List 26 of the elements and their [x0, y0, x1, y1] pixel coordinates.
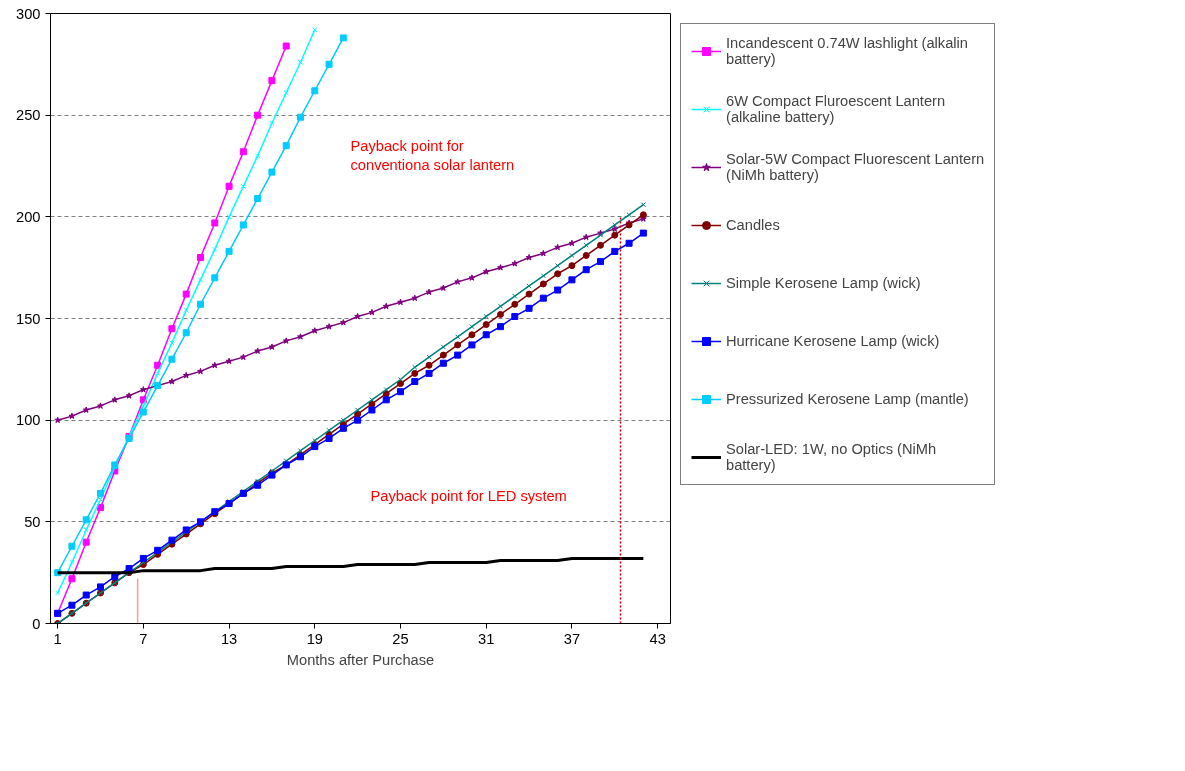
legend-label: Pressurized Kerosene Lamp (mantle) — [726, 390, 969, 409]
x-tick-label: 1 — [53, 630, 62, 647]
annotation: Payback point for LED system — [370, 487, 567, 504]
x-tick-label: 13 — [220, 630, 238, 647]
x-tick-label: 25 — [392, 630, 409, 647]
y-tick-label: 250 — [16, 107, 41, 124]
annotation: Payback point for conventiona solar lantern — [350, 138, 515, 174]
legend-label: Solar-5W Compact Fluorescent Lantern (NiMh battery) — [726, 150, 985, 184]
y-tick-label: 200 — [16, 208, 41, 225]
legend-label: Incandescent 0.74W lashlight (alkalin battery) — [726, 34, 968, 68]
y-tick-label: 100 — [16, 412, 41, 429]
x-tick-label: 31 — [478, 630, 495, 647]
x-axis-title: Months after Purchase — [286, 651, 435, 668]
legend-label: Candles — [726, 216, 780, 235]
y-tick-label: 50 — [24, 513, 41, 530]
legend-label: Hurricane Kerosene Lamp (wick) — [726, 332, 940, 351]
y-tick-label: 300 — [16, 5, 41, 22]
legend-label: Simple Kerosene Lamp (wick) — [726, 274, 921, 293]
y-tick-label: 150 — [16, 310, 41, 327]
y-tick-label: 0 — [32, 615, 41, 632]
x-tick-label: 37 — [563, 630, 581, 647]
x-tick-label: 43 — [649, 630, 666, 647]
x-tick-label: 7 — [139, 630, 148, 647]
x-tick-label: 19 — [306, 630, 323, 647]
legend-label: Solar-LED: 1W, no Optics (NiMh battery) — [726, 440, 937, 474]
legend-label: 6W Compact Fluroescent Lantern (alkaline battery) — [726, 92, 946, 126]
